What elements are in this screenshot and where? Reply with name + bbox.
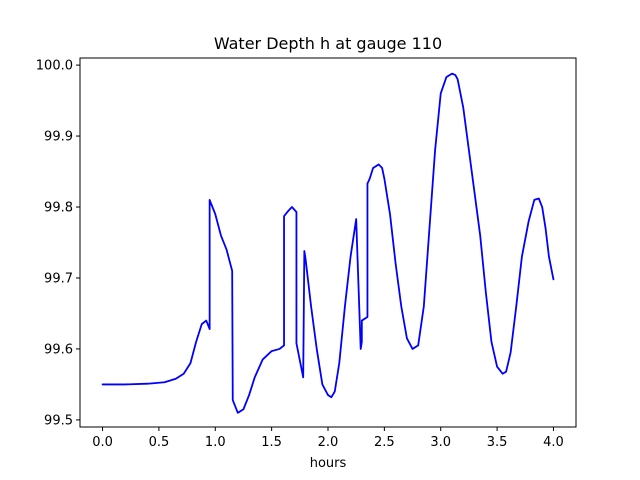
x-tick-label: 3.0 (430, 435, 451, 450)
x-tick-label: 1.0 (205, 435, 226, 450)
series-layer (101, 72, 555, 414)
y-tick-label: 99.8 (44, 201, 73, 216)
x-axis: 0.0 0.5 1.0 1.5 2.0 2.5 3.0 3.5 4.0 (92, 427, 564, 450)
x-tick-label: 2.5 (374, 435, 395, 450)
y-axis: 99.5 99.6 99.7 99.8 99.9 100.0 (36, 59, 80, 428)
y-tick-label: 99.7 (44, 271, 73, 286)
x-tick-label: 1.5 (261, 435, 282, 450)
series-line-0 (101, 72, 555, 414)
x-tick-label: 2.0 (318, 435, 339, 450)
chart-title: Water Depth h at gauge 110 (214, 34, 442, 53)
x-axis-label: hours (310, 456, 347, 471)
y-tick-label: 99.6 (44, 342, 73, 357)
x-tick-label: 4.0 (543, 435, 564, 450)
y-tick-label: 99.9 (44, 130, 73, 145)
x-tick-label: 0.0 (92, 435, 113, 450)
y-tick-label: 100.0 (36, 59, 73, 74)
x-tick-label: 3.5 (487, 435, 508, 450)
y-tick-label: 99.5 (44, 413, 73, 428)
x-tick-label: 0.5 (149, 435, 170, 450)
